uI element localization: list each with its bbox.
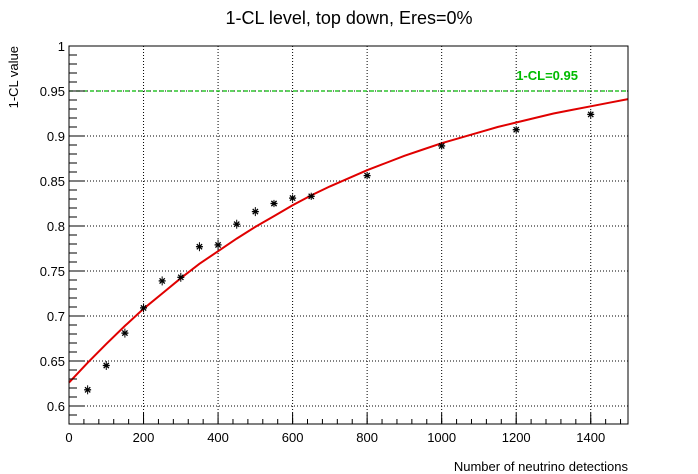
y-tick-label: 0.9 [47, 129, 65, 144]
marker-stroke [252, 208, 259, 215]
y-tick-label: 0.65 [40, 354, 65, 369]
data-point [438, 142, 446, 150]
fit-curve [68, 98, 629, 384]
chart-title: 1-CL level, top down, Eres=0% [226, 8, 473, 28]
x-axis: 0 200 400 600 800 1000 1200 1400 [65, 413, 622, 445]
marker-stroke [513, 126, 520, 133]
x-tick-label: 1200 [502, 430, 531, 445]
x-tick-label: 0 [65, 430, 72, 445]
data-point [140, 303, 148, 313]
x-tick-label: 600 [282, 430, 304, 445]
data-point [270, 199, 278, 208]
marker-stroke [214, 241, 222, 248]
x-tick-label: 200 [133, 430, 155, 445]
data-point [251, 207, 259, 217]
y-tick-label: 0.6 [47, 399, 65, 414]
marker-stroke [364, 172, 371, 179]
marker-stroke [233, 221, 240, 228]
data-point [233, 219, 241, 229]
x-axis-title: Number of neutrino detections [454, 459, 629, 474]
marker-stroke [438, 142, 445, 149]
data-point [158, 276, 166, 286]
data-point [195, 242, 203, 252]
data-points [84, 110, 595, 395]
data-point [363, 172, 371, 180]
marker-stroke [84, 386, 91, 393]
reference-line-group: 1-CL=0.95 [69, 68, 628, 92]
data-point [587, 110, 595, 118]
marker-stroke [103, 362, 110, 369]
marker-stroke [196, 243, 203, 250]
data-point [177, 272, 185, 282]
reference-line-label: 1-CL=0.95 [516, 68, 578, 83]
y-tick-label: 1 [58, 39, 65, 54]
y-tick-label: 0.8 [47, 219, 65, 234]
marker-stroke [270, 200, 278, 207]
data-point [307, 192, 315, 200]
x-tick-label: 800 [356, 430, 378, 445]
x-tick-label: 400 [207, 430, 229, 445]
data-point [289, 194, 297, 202]
y-axis: 0.6 0.65 0.7 0.75 0.8 0.85 0.9 0.95 1 [40, 39, 85, 425]
data-point [512, 126, 520, 134]
marker-stroke [289, 195, 296, 202]
fit-curve-group [68, 98, 629, 384]
x-tick-label: 1000 [427, 430, 456, 445]
y-tick-label: 0.95 [40, 84, 65, 99]
marker-stroke [159, 277, 166, 284]
marker-stroke [308, 193, 315, 200]
marker-stroke [587, 111, 594, 118]
marker-stroke [121, 330, 128, 337]
x-tick-label: 1400 [576, 430, 605, 445]
data-point [121, 328, 129, 338]
y-tick-label: 0.7 [47, 309, 65, 324]
data-point [84, 385, 92, 395]
y-tick-label: 0.75 [40, 264, 65, 279]
y-tick-label: 0.85 [40, 174, 65, 189]
marker-stroke [140, 304, 147, 311]
y-axis-title: 1-CL value [6, 46, 21, 108]
marker-stroke [177, 274, 184, 281]
data-point [102, 361, 110, 370]
data-point [214, 239, 222, 251]
grid [69, 46, 628, 424]
